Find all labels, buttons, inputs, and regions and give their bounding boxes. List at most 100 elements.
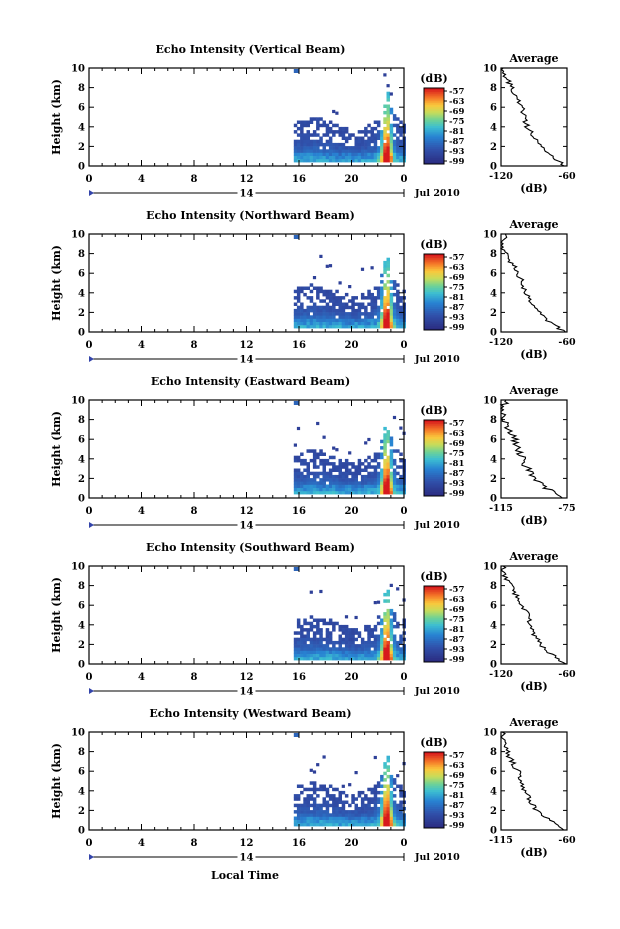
heatmap-cell [399,650,403,654]
colorbar-segment [424,799,444,802]
heatmap-cell [370,152,374,156]
heatmap-cell [316,296,320,300]
heatmap-cell [399,452,403,456]
heatmap-cell [376,286,381,290]
heatmap-cell [293,123,298,128]
heatmap-cell [380,819,384,824]
heatmap-cell [389,631,394,635]
heatmap-cell [357,647,362,651]
heatmap-cell [319,123,323,128]
heatmap-cell [322,481,326,485]
heatmap-cell [380,656,384,661]
heatmap-cell [386,439,390,444]
heatmap-cell [367,292,371,297]
heatmap-cell [389,583,393,587]
heatmap-cell [300,481,304,485]
heatmap-cell [399,120,403,124]
heatmap-cell [348,318,352,322]
colorbar-segment [424,263,444,266]
heatmap-cell [348,628,352,632]
y-tick-label: 10 [71,562,85,573]
heatmap-cell [367,437,371,442]
date-label: Jul 2010 [414,520,460,531]
heatmap-cell [328,139,333,144]
colorbar-segment [424,477,444,480]
heatmap-cell [303,142,307,147]
colorbar-segment [424,658,444,661]
heatmap-cell [392,415,397,420]
average-y-tick-label: 6 [490,103,497,114]
heatmap-cell [357,305,362,310]
heatmap-cell [312,324,317,329]
colorbar-tick-label: -93 [449,479,464,489]
heatmap-cell [396,126,400,131]
heatmap-cell [296,484,301,488]
colorbar-segment [424,267,444,270]
heatmap-cell [373,152,378,156]
heatmap-cell [309,308,314,313]
heatmap-cell [386,94,390,99]
heatmap-cell [370,813,374,817]
heatmap-cell [335,819,339,824]
heatmap-cell [360,656,365,661]
heatmap-cell [392,139,397,144]
heatmap-cell [319,816,323,820]
heatmap-cell [376,155,381,160]
heatmap-cell [306,797,310,801]
heatmap-cell [386,487,390,492]
heatmap-cell [376,308,381,313]
heatmap-cell [396,481,400,485]
heatmap-cell [396,146,400,150]
heatmap-cell [316,794,320,798]
heatmap-cell [341,484,346,488]
heatmap-cell [383,650,387,654]
heatmap-cell [386,803,390,808]
heatmap-cell [335,111,339,115]
heatmap-cell [322,803,326,808]
heatmap-cell [341,305,346,310]
heatmap-cell [354,656,358,661]
heatmap-cell [367,628,371,632]
heatmap-cell [389,305,394,310]
heatmap-cell [380,797,384,801]
heatmap-cell [335,656,339,661]
heatmap-cell [380,822,384,827]
heatmap-cell [389,92,393,96]
colorbar-segment [424,612,444,615]
x-tick-label: 0 [86,672,93,683]
colorbar-segment [424,88,444,91]
heatmap-cell [309,653,314,658]
heatmap-cell [383,462,387,466]
heatmap-cell [296,458,301,463]
colorbar-segment [424,427,444,430]
heatmap-cell [344,624,349,629]
heatmap-cell [360,644,365,648]
heatmap-cell [312,449,317,453]
heatmap-cell [386,84,390,88]
heatmap-cell [293,235,299,239]
heatmap-cell [341,324,346,329]
heatmap-cell [319,822,323,827]
heatmap-cell [300,806,304,811]
heatmap-cell [319,803,323,808]
heatmap-cell [360,468,365,472]
heatmap-cell [332,481,336,485]
colorbar-segment [424,633,444,636]
heatmap-cell [335,142,339,147]
heatmap-cell [300,624,304,629]
heatmap-cell [357,790,362,795]
heatmap-cell [357,468,362,472]
heatmap-cell [357,813,362,817]
heatmap-cell [316,286,320,290]
heatmap-cell [376,484,381,488]
heatmap-cell [370,158,374,163]
heatmap-cell [341,315,346,319]
heatmap-cell [338,624,342,629]
heatmap-cell [389,481,394,485]
heatmap-cell [322,315,326,319]
colorbar-tick-label: -93 [449,811,464,821]
heatmap-cell [399,484,403,488]
average-x-label: (dB) [520,348,547,361]
heatmap-cell [322,324,326,329]
heatmap-cell [357,634,362,638]
